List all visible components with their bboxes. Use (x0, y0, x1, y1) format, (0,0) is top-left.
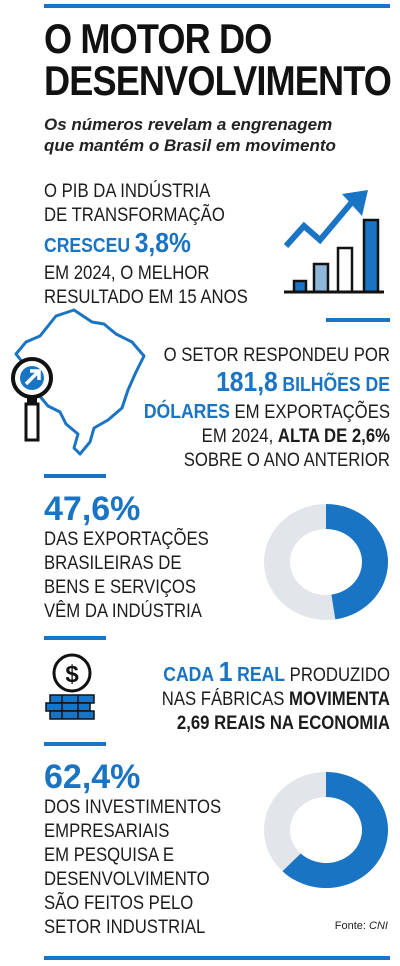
export-value: 181,8 (216, 366, 278, 397)
export-text: O SETOR RESPONDEU POR 181,8 BILHÕES DE D… (143, 345, 390, 471)
share-exports-value: 47,6% (44, 490, 141, 528)
research-text: DOS INVESTIMENTOS EMPRESARIAIS EM PESQUI… (44, 797, 222, 938)
source-note: Fonte: CNI (334, 920, 388, 932)
divider-1 (326, 318, 390, 322)
page-subtitle: Os números revelam a engrenagem que mant… (44, 115, 336, 155)
research-value-slice (282, 772, 388, 888)
research-donut (262, 770, 390, 890)
research-rest-slice (264, 772, 326, 872)
share-exports-text: DAS EXPORTAÇÕES BRASILEIRAS DE BENS E SE… (44, 529, 209, 622)
divider-2 (44, 474, 106, 478)
bottom-rule (44, 956, 390, 960)
pib-verb: CRESCEU (44, 235, 131, 257)
divider-4 (44, 742, 106, 746)
share-exports-value-slice (326, 504, 388, 620)
dollar-symbol: $ (65, 661, 79, 688)
share-exports-rest-slice (264, 504, 336, 620)
brazil-map-icon (4, 302, 154, 462)
money-stack-icon: $ (42, 652, 104, 724)
page-title: O MOTOR DO DESENVOLVIMENTO (44, 15, 392, 104)
share-exports-donut (262, 502, 390, 622)
pib-text: O PIB DA INDÚSTRIA DE TRANSFORMAÇÃO CRES… (44, 181, 248, 308)
top-rule (44, 4, 390, 8)
growth-chart-icon (278, 188, 388, 300)
pib-value: 3,8% (134, 227, 191, 258)
multiplier-text: CADA 1 REAL PRODUZIDO NAS FÁBRICAS MOVIM… (161, 656, 390, 735)
divider-3 (44, 636, 106, 640)
research-value: 62,4% (44, 758, 141, 796)
